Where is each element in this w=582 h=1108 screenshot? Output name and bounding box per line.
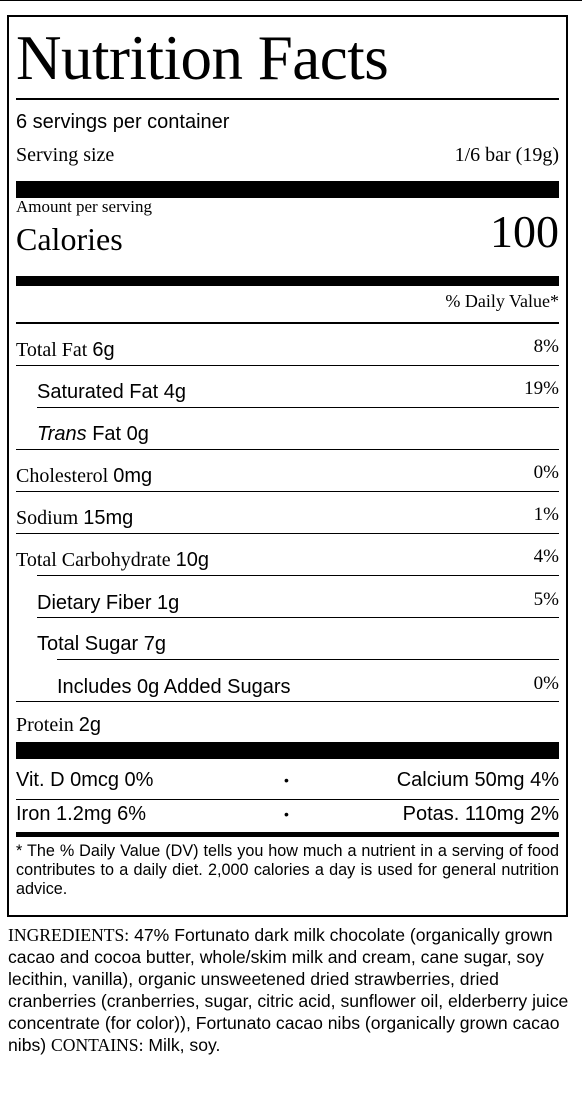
- ingredients-label: INGREDIENTS:: [8, 925, 130, 945]
- nutrient-name: Total Fat: [16, 339, 88, 361]
- row-divider: [16, 701, 559, 702]
- nutrient-row-total-carbohydrate: Total Carbohydrate 10g 4%: [16, 534, 559, 576]
- row-divider: [16, 449, 559, 450]
- thick-bar-vitamins: [16, 742, 559, 759]
- nutrient-dv: 0%: [533, 462, 559, 483]
- nutrient-row-cholesterol: Cholesterol 0mg 0%: [16, 450, 559, 492]
- nutrition-facts-panel: Nutrition Facts 6 servings per container…: [7, 15, 568, 917]
- serving-size-value: 1/6 bar (19g): [454, 144, 559, 166]
- nutrient-amount: 6g: [92, 339, 115, 361]
- nutrient-amount: 10g: [175, 549, 210, 571]
- bullet-separator: •: [284, 772, 289, 788]
- calories-value: 100: [490, 206, 559, 257]
- servings-per-container: 6 servings per container: [16, 111, 230, 133]
- nutrient-amount: 15mg: [83, 507, 134, 529]
- nutrient-row-added-sugars: Includes 0g Added Sugars 0%: [16, 661, 559, 703]
- nutrient-amount: 0g: [126, 423, 149, 445]
- potassium: Potas. 110mg 2%: [402, 803, 559, 825]
- row-divider: [57, 659, 559, 660]
- daily-value-header: % Daily Value*: [445, 291, 559, 311]
- nutrient-dv: 4%: [533, 546, 559, 567]
- calories-label: Calories: [16, 221, 123, 257]
- nutrient-name: Total Carbohydrate: [16, 549, 171, 571]
- nutrient-dv: 19%: [524, 378, 559, 399]
- footnote-divider: [16, 832, 559, 837]
- nutrient-row-total-fat: Total Fat 6g 8%: [16, 324, 559, 366]
- vitamin-divider: [16, 799, 559, 800]
- row-divider: [37, 575, 559, 576]
- daily-value-footnote: * The % Daily Value (DV) tells you how m…: [16, 842, 559, 898]
- vitamin-row-1: Vit. D 0mcg 0% • Calcium 50mg 4%: [16, 762, 559, 794]
- ingredients-statement: INGREDIENTS: 47% Fortunato dark milk cho…: [8, 924, 570, 1056]
- nutrient-name: Cholesterol: [16, 465, 109, 487]
- nutrient-amount: 1g: [157, 592, 180, 614]
- nutrient-dv: 0%: [533, 673, 559, 694]
- vitamin-row-2: Iron 1.2mg 6% • Potas. 110mg 2%: [16, 796, 559, 828]
- nutrient-row-protein: Protein 2g: [16, 702, 559, 744]
- nutrient-amount: 4g: [163, 381, 186, 403]
- contains-text: Milk, soy.: [148, 1035, 221, 1055]
- calcium: Calcium 50mg 4%: [396, 769, 559, 791]
- row-divider: [16, 533, 559, 534]
- nutrient-name-italic: Trans: [37, 423, 87, 445]
- nutrient-name: Saturated Fat: [37, 381, 159, 403]
- nutrient-amount: 2g: [78, 714, 102, 736]
- top-border-line: [0, 0, 582, 1]
- nutrient-row-trans-fat: Trans Fat 0g: [16, 408, 559, 450]
- nutrient-name: Sodium: [16, 507, 79, 529]
- row-divider: [16, 365, 559, 366]
- bullet-separator: •: [284, 806, 289, 822]
- row-divider: [37, 617, 559, 618]
- nutrient-name: Dietary Fiber: [37, 592, 152, 614]
- nutrient-name: Fat: [92, 423, 122, 445]
- nutrient-dv: 5%: [533, 589, 559, 610]
- calories-bar: [16, 276, 559, 286]
- iron: Iron 1.2mg 6%: [16, 803, 147, 825]
- contains-label: CONTAINS:: [51, 1035, 144, 1055]
- ingredients-text: 47% Fortunato dark milk chocolate (organ…: [8, 925, 569, 1055]
- row-divider: [37, 407, 559, 408]
- nutrient-dv: 1%: [533, 504, 559, 525]
- nutrient-row-total-sugar: Total Sugar 7g: [16, 618, 559, 660]
- nutrient-row-saturated-fat: Saturated Fat 4g 19%: [16, 366, 559, 408]
- row-divider: [16, 491, 559, 492]
- nutrient-row-sodium: Sodium 15mg 1%: [16, 492, 559, 534]
- nutrient-name: Protein: [16, 714, 74, 736]
- nutrient-amount: 7g: [143, 633, 166, 655]
- dv-header-divider: [16, 322, 559, 324]
- amount-per-serving: Amount per serving: [16, 197, 152, 216]
- thick-bar-serving: [16, 181, 559, 198]
- vitamin-d: Vit. D 0mcg 0%: [16, 769, 154, 791]
- serving-size-label: Serving size: [16, 144, 115, 166]
- nutrient-name: Includes 0g Added Sugars: [57, 676, 291, 698]
- label-title: Nutrition Facts: [16, 23, 389, 93]
- nutrient-amount: 0mg: [113, 465, 153, 487]
- nutrient-dv: 8%: [533, 336, 559, 357]
- title-divider: [16, 98, 559, 100]
- nutrient-row-dietary-fiber: Dietary Fiber 1g 5%: [16, 577, 559, 619]
- nutrient-name: Total Sugar: [37, 633, 139, 655]
